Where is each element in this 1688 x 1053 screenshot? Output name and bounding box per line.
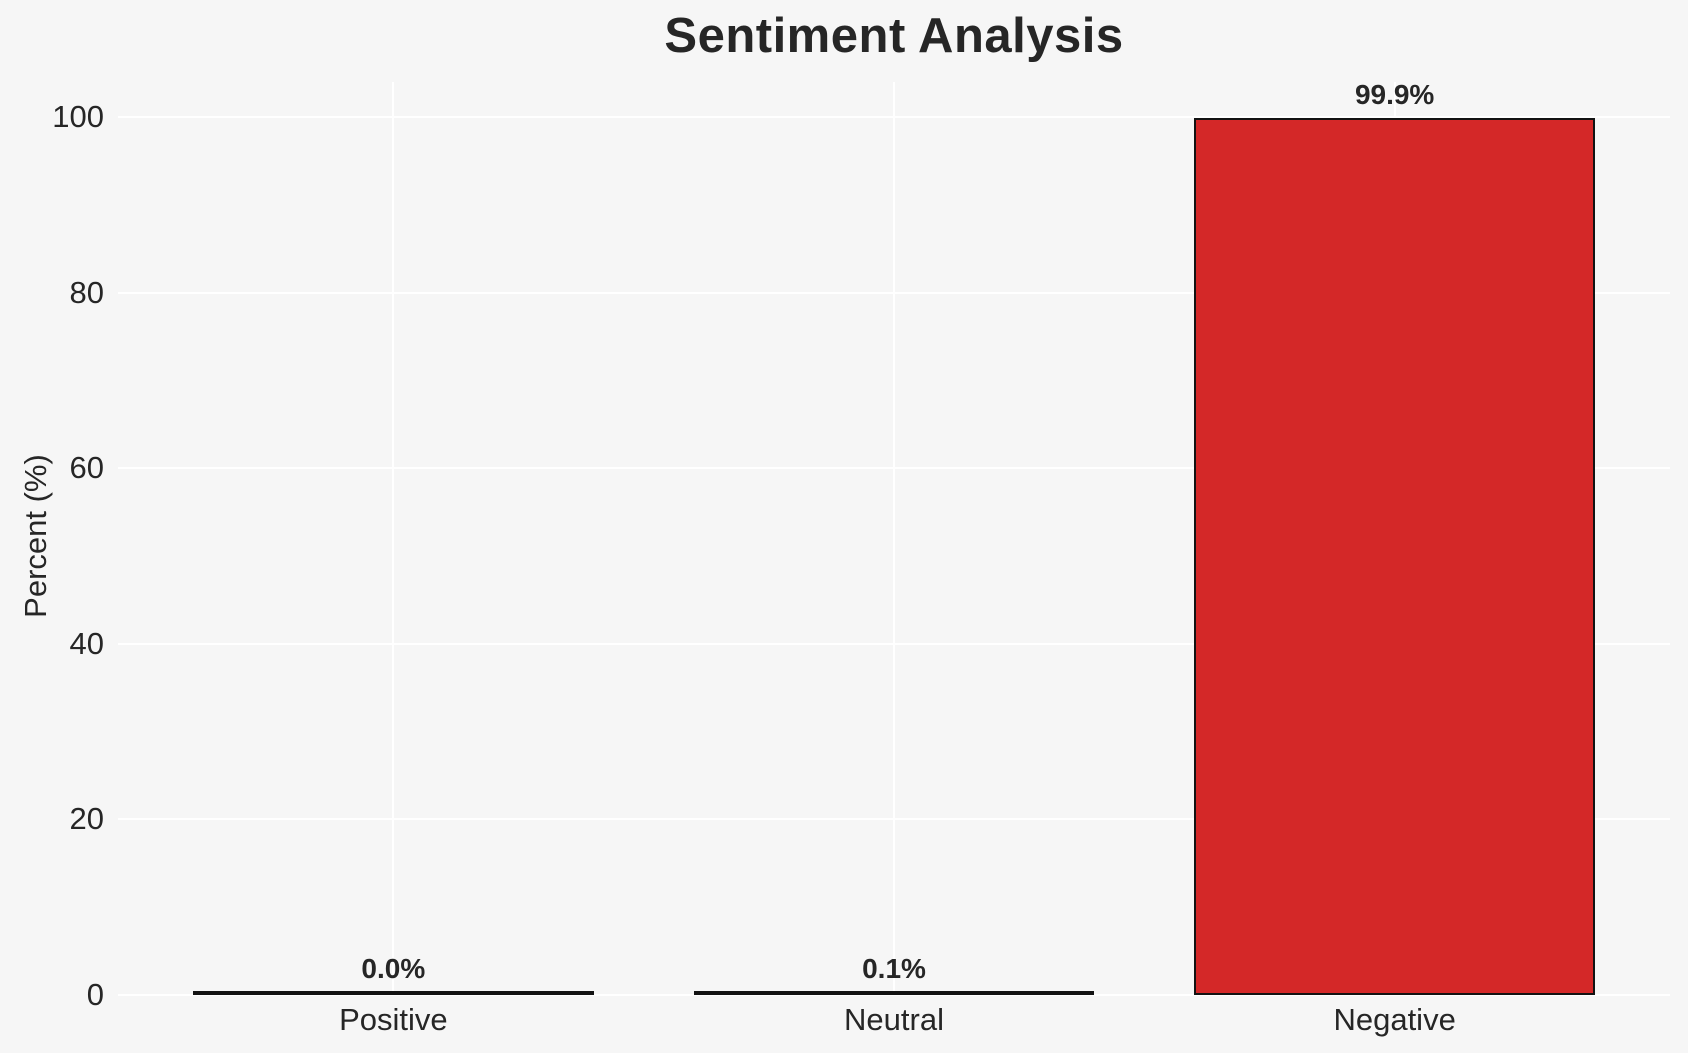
y-tick-label: 20 [69, 801, 104, 837]
bar-negative [1194, 117, 1595, 995]
x-tick-label-neutral: Neutral [844, 1002, 944, 1037]
y-tick-label: 40 [69, 625, 104, 661]
bar-value-label: 0.1% [862, 952, 926, 984]
plot-area: 0.0% Positive 0.1% Neutral 99.9% Negative [118, 78, 1670, 1037]
y-tick-label: 0 [86, 977, 104, 1012]
bar-neutral [693, 991, 1095, 995]
bar-positive [193, 991, 594, 995]
chart-title: Sentiment Analysis [664, 9, 1124, 63]
vertical-gridline [392, 82, 395, 995]
x-tick-label-negative: Negative [1333, 1002, 1456, 1037]
bar-value-label: 0.0% [361, 952, 426, 984]
horizontal-gridline [118, 994, 1670, 996]
y-tick-label: 100 [52, 99, 104, 134]
y-tick-label: 80 [69, 274, 104, 310]
x-tick-label-positive: Positive [339, 1002, 448, 1037]
y-axis: 0 20 40 60 80 100 [0, 82, 104, 1012]
bar-value-label: 99.9% [1354, 78, 1435, 110]
vertical-gridline [893, 82, 895, 995]
y-tick-label: 60 [69, 450, 104, 486]
